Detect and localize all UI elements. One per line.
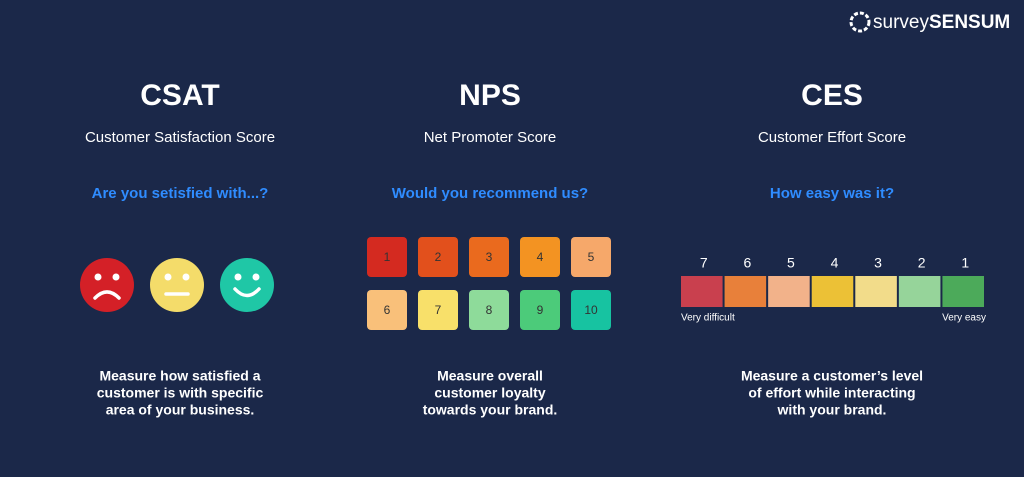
ces-label: 5 [787,255,795,271]
column-subtitle: Customer Effort Score [758,129,906,146]
description-line: Measure overall [437,368,543,384]
nps-box [418,290,458,330]
ces-segment [898,276,941,307]
nps-box [418,237,458,277]
nps-label: 2 [435,250,442,264]
nps-label: 6 [384,303,391,317]
description-line: customer is with specific [97,385,264,401]
nps-box [469,237,509,277]
logo-bold: SENSUM [929,12,1010,33]
column-title: CES [801,79,863,112]
nps-box [571,290,611,330]
ces-segment [811,276,854,307]
face-sad [80,258,134,312]
logo-icon [849,11,871,33]
logo: surveySENSUM [849,11,1010,33]
column-title: CSAT [140,79,219,112]
column-subtitle: Customer Satisfaction Score [85,129,275,146]
ces-segment [768,276,810,307]
nps-label: 7 [435,303,442,317]
nps-label: 4 [537,250,544,264]
ces-segment [942,276,984,307]
ces-label: 1 [961,255,969,271]
eye [252,273,260,281]
nps-box [469,290,509,330]
mouth [233,287,261,298]
nps-box [520,237,560,277]
description-line: Measure a customer’s level [741,368,923,384]
mouth [93,290,121,300]
description-line: Measure how satisfied a [99,368,260,384]
nps-box [520,290,560,330]
ces-label: 6 [743,255,751,271]
eye [94,273,102,281]
logo-light: survey [873,12,929,33]
ces-label: 4 [831,255,839,271]
logo-text: surveySENSUM [873,12,1010,33]
column-question: Are you setisfied with...? [92,185,269,202]
column-question: Would you recommend us? [392,185,588,202]
ces-low-label: Very difficult [681,313,735,324]
ces-label: 7 [700,255,708,271]
nps-box [367,237,407,277]
ces-segment [724,276,767,307]
faces [80,258,274,312]
nps-label: 10 [584,303,598,317]
description-line: area of your business. [106,402,255,418]
ces-label: 2 [918,255,926,271]
column-title: NPS [459,79,521,112]
column-question: How easy was it? [770,185,894,202]
nps-label: 9 [537,303,544,317]
nps-label: 3 [486,250,493,264]
nps-label: 8 [486,303,493,317]
ces-high-label: Very easy [942,313,986,324]
description-line: towards your brand. [423,402,558,418]
nps-box [571,237,611,277]
ces-segment [681,276,723,307]
ces-label: 3 [874,255,882,271]
column-subtitle: Net Promoter Score [424,129,557,146]
description-line: customer loyalty [434,385,545,401]
eye [112,273,120,281]
eye [234,273,242,281]
nps-box [367,290,407,330]
face-happy [220,258,274,312]
face-neutral [150,258,204,312]
eye [182,273,190,281]
eye [164,273,172,281]
ces-segment [855,276,897,307]
description-line: with your brand. [777,402,887,418]
description-line: of effort while interacting [748,385,915,401]
nps-label: 1 [384,250,391,264]
nps-label: 5 [588,250,595,264]
